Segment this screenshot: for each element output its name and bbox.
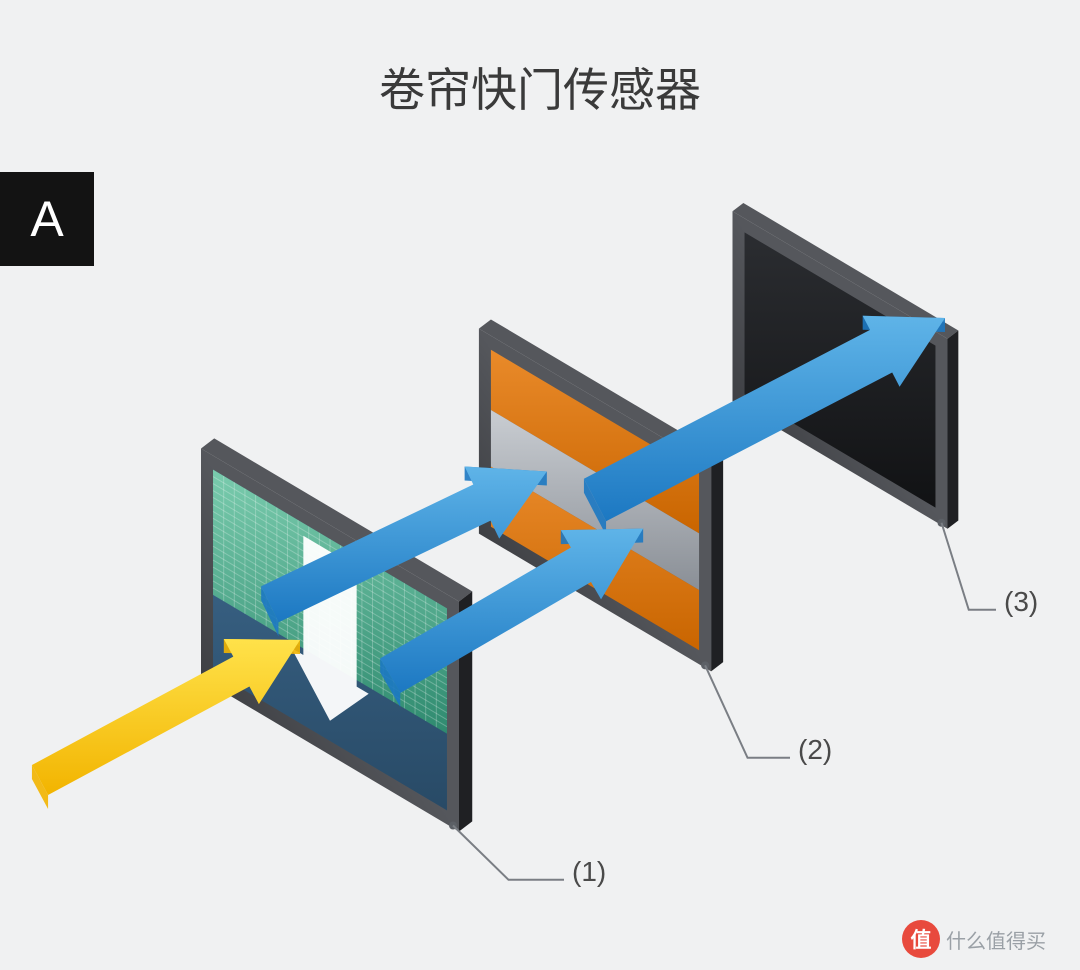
callout-label-1: (1) (572, 856, 606, 888)
sensor-layers-diagram (0, 0, 1080, 970)
watermark-text: 什么值得买 (946, 925, 1046, 954)
watermark-icon: 值 (902, 920, 940, 958)
watermark: 值 什么值得买 (902, 920, 1046, 958)
callout-label-3: (3) (1004, 586, 1038, 618)
watermark-icon-text: 值 (911, 924, 932, 954)
diagram-canvas: 卷帘快门传感器 A (1) (2) (3) 值 什么值得买 (0, 0, 1080, 970)
callout-label-2: (2) (798, 734, 832, 766)
